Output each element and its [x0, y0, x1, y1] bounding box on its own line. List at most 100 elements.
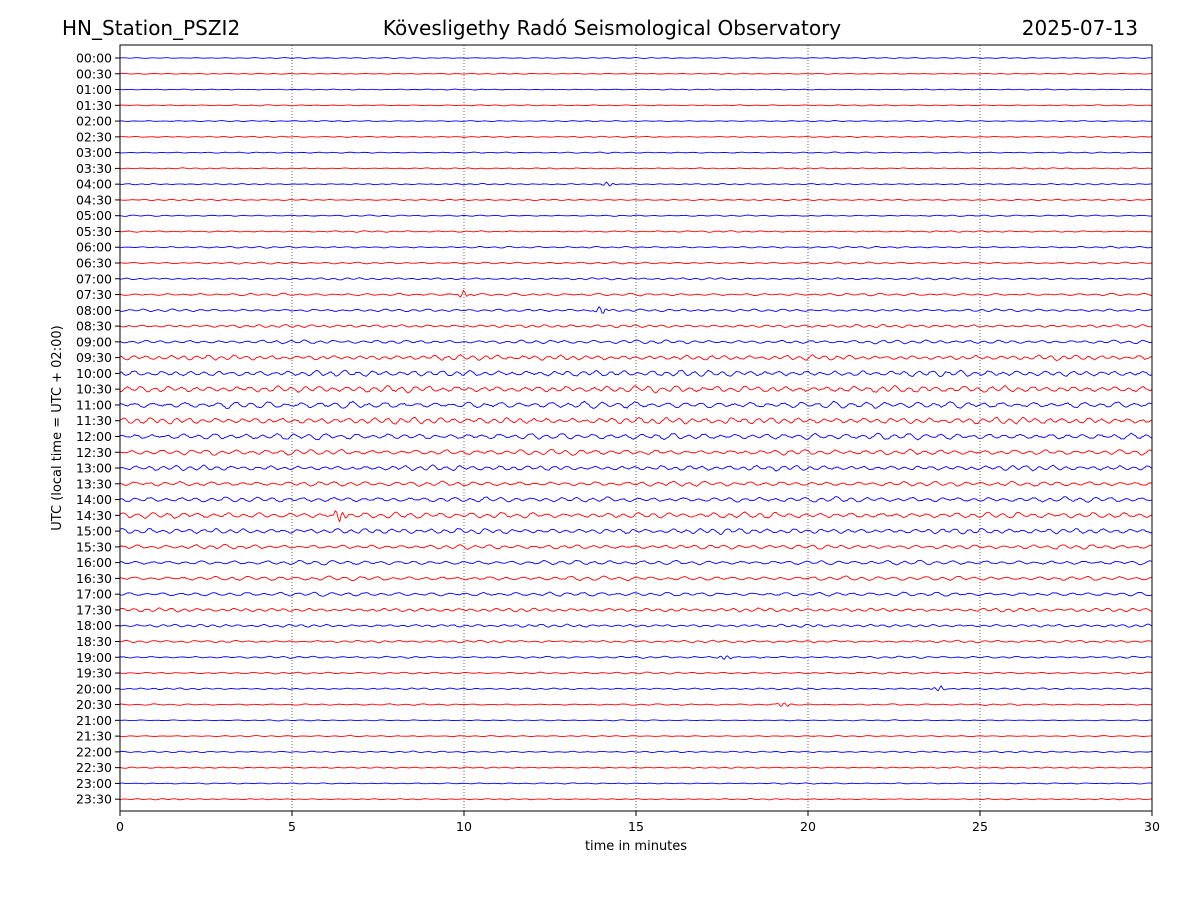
row-label: 04:00 — [76, 177, 112, 192]
row-label: 21:00 — [76, 713, 112, 728]
trace-row — [119, 261, 1153, 265]
x-tick-label: 20 — [800, 819, 816, 834]
row-label: 14:30 — [76, 508, 112, 523]
x-tick-label: 0 — [116, 819, 124, 834]
trace-row — [119, 306, 1153, 314]
row-label: 05:00 — [76, 208, 112, 223]
trace-row — [119, 167, 1153, 170]
trace-row — [119, 639, 1153, 644]
y-axis-ticks: 00:0000:3001:0001:3002:0002:3003:0003:30… — [76, 51, 120, 807]
row-label: 23:00 — [76, 776, 112, 791]
row-label: 16:00 — [76, 555, 112, 570]
trace-row — [119, 369, 1153, 377]
trace-row — [119, 702, 1153, 707]
grid-lines — [291, 45, 981, 811]
trace-row — [119, 354, 1153, 361]
x-tick-label: 15 — [628, 819, 644, 834]
x-tick-label: 25 — [972, 819, 988, 834]
trace-row — [119, 181, 1153, 187]
row-label: 05:30 — [76, 224, 112, 239]
row-label: 10:00 — [76, 366, 112, 381]
trace-row — [119, 72, 1153, 75]
trace-row — [119, 88, 1153, 91]
trace-row — [119, 198, 1153, 202]
seismogram-traces — [119, 57, 1153, 801]
trace-row — [119, 289, 1152, 298]
row-label: 16:30 — [76, 571, 112, 586]
row-label: 00:00 — [76, 51, 112, 66]
row-label: 21:30 — [76, 729, 112, 744]
row-label: 11:30 — [76, 413, 112, 428]
y-axis-label: UTC (local time = UTC + 02:00) — [50, 325, 65, 530]
row-label: 08:30 — [76, 319, 112, 334]
row-label: 09:00 — [76, 334, 112, 349]
trace-row — [119, 324, 1153, 329]
row-label: 00:30 — [76, 66, 112, 81]
trace-row — [119, 685, 1153, 692]
trace-row — [119, 151, 1153, 154]
trace-row — [119, 230, 1153, 233]
trace-row — [119, 575, 1153, 582]
trace-row — [119, 750, 1153, 754]
row-label: 22:30 — [76, 760, 112, 775]
trace-row — [119, 607, 1153, 613]
row-label: 07:30 — [76, 287, 112, 302]
row-label: 10:30 — [76, 382, 112, 397]
x-tick-label: 5 — [288, 819, 296, 834]
trace-row — [119, 214, 1153, 217]
observatory-title: Kövesligethy Radó Seismological Observat… — [383, 16, 841, 40]
trace-row — [119, 104, 1153, 107]
row-label: 23:30 — [76, 792, 112, 807]
row-label: 06:00 — [76, 240, 112, 255]
row-label: 17:00 — [76, 587, 112, 602]
trace-row — [119, 416, 1153, 425]
row-label: 18:00 — [76, 618, 112, 633]
trace-row — [119, 339, 1153, 345]
trace-row — [119, 135, 1153, 138]
row-label: 03:30 — [76, 161, 112, 176]
trace-row — [119, 496, 1152, 503]
row-label: 01:30 — [76, 98, 112, 113]
row-label: 19:00 — [76, 650, 112, 665]
row-label: 19:30 — [76, 666, 112, 681]
row-label: 12:30 — [76, 445, 112, 460]
row-label: 20:00 — [76, 681, 112, 696]
row-label: 15:30 — [76, 539, 112, 554]
trace-row — [119, 385, 1153, 394]
x-tick-label: 30 — [1144, 819, 1160, 834]
row-label: 13:00 — [76, 461, 112, 476]
date-label: 2025-07-13 — [1022, 16, 1138, 40]
trace-row — [119, 57, 1153, 59]
trace-row — [119, 120, 1153, 123]
trace-row — [119, 432, 1153, 441]
x-axis-label: time in minutes — [585, 839, 687, 854]
row-label: 08:00 — [76, 303, 112, 318]
trace-row — [119, 798, 1153, 801]
trace-row — [119, 448, 1153, 456]
station-name: HN_Station_PSZI2 — [62, 16, 240, 40]
row-label: 18:30 — [76, 634, 112, 649]
trace-row — [119, 766, 1153, 769]
row-label: 15:00 — [76, 524, 112, 539]
trace-row — [119, 782, 1153, 785]
trace-row — [119, 464, 1153, 472]
row-label: 03:00 — [76, 145, 112, 160]
x-axis-ticks: 0 5 10 15 20 25 30 — [116, 811, 1160, 834]
row-label: 07:00 — [76, 271, 112, 286]
x-tick-label: 10 — [456, 819, 472, 834]
trace-row — [119, 245, 1153, 249]
trace-row — [119, 655, 1153, 660]
row-label: 02:00 — [76, 114, 112, 129]
row-label: 09:30 — [76, 350, 112, 365]
trace-row — [119, 400, 1153, 409]
trace-row — [119, 543, 1153, 550]
row-label: 01:00 — [76, 82, 112, 97]
row-label: 12:00 — [76, 429, 112, 444]
trace-row — [119, 559, 1153, 566]
trace-row — [119, 623, 1153, 628]
trace-row — [119, 527, 1153, 535]
row-label: 06:30 — [76, 256, 112, 271]
trace-row — [119, 591, 1153, 597]
row-label: 14:00 — [76, 492, 112, 507]
